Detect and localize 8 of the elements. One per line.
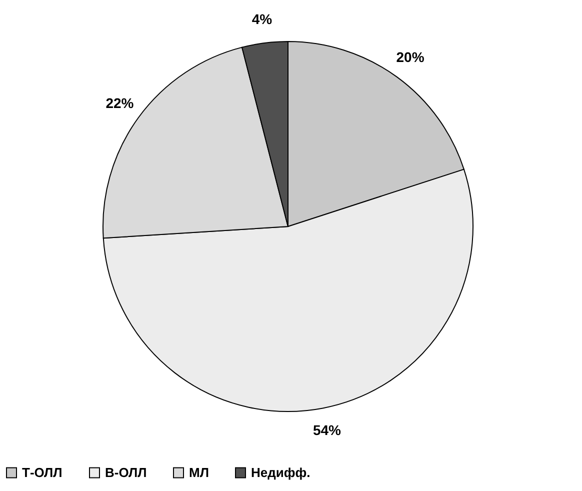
data-label: 20% (396, 49, 425, 66)
data-label: 22% (106, 95, 134, 112)
legend-label: МЛ (189, 464, 209, 480)
data-label: 54% (312, 422, 342, 438)
data-label: 4% (252, 11, 273, 28)
legend-label: Т-ОЛЛ (22, 464, 62, 480)
legend-label: Недифф. (251, 464, 310, 480)
legend-label: В-ОЛЛ (105, 464, 147, 480)
